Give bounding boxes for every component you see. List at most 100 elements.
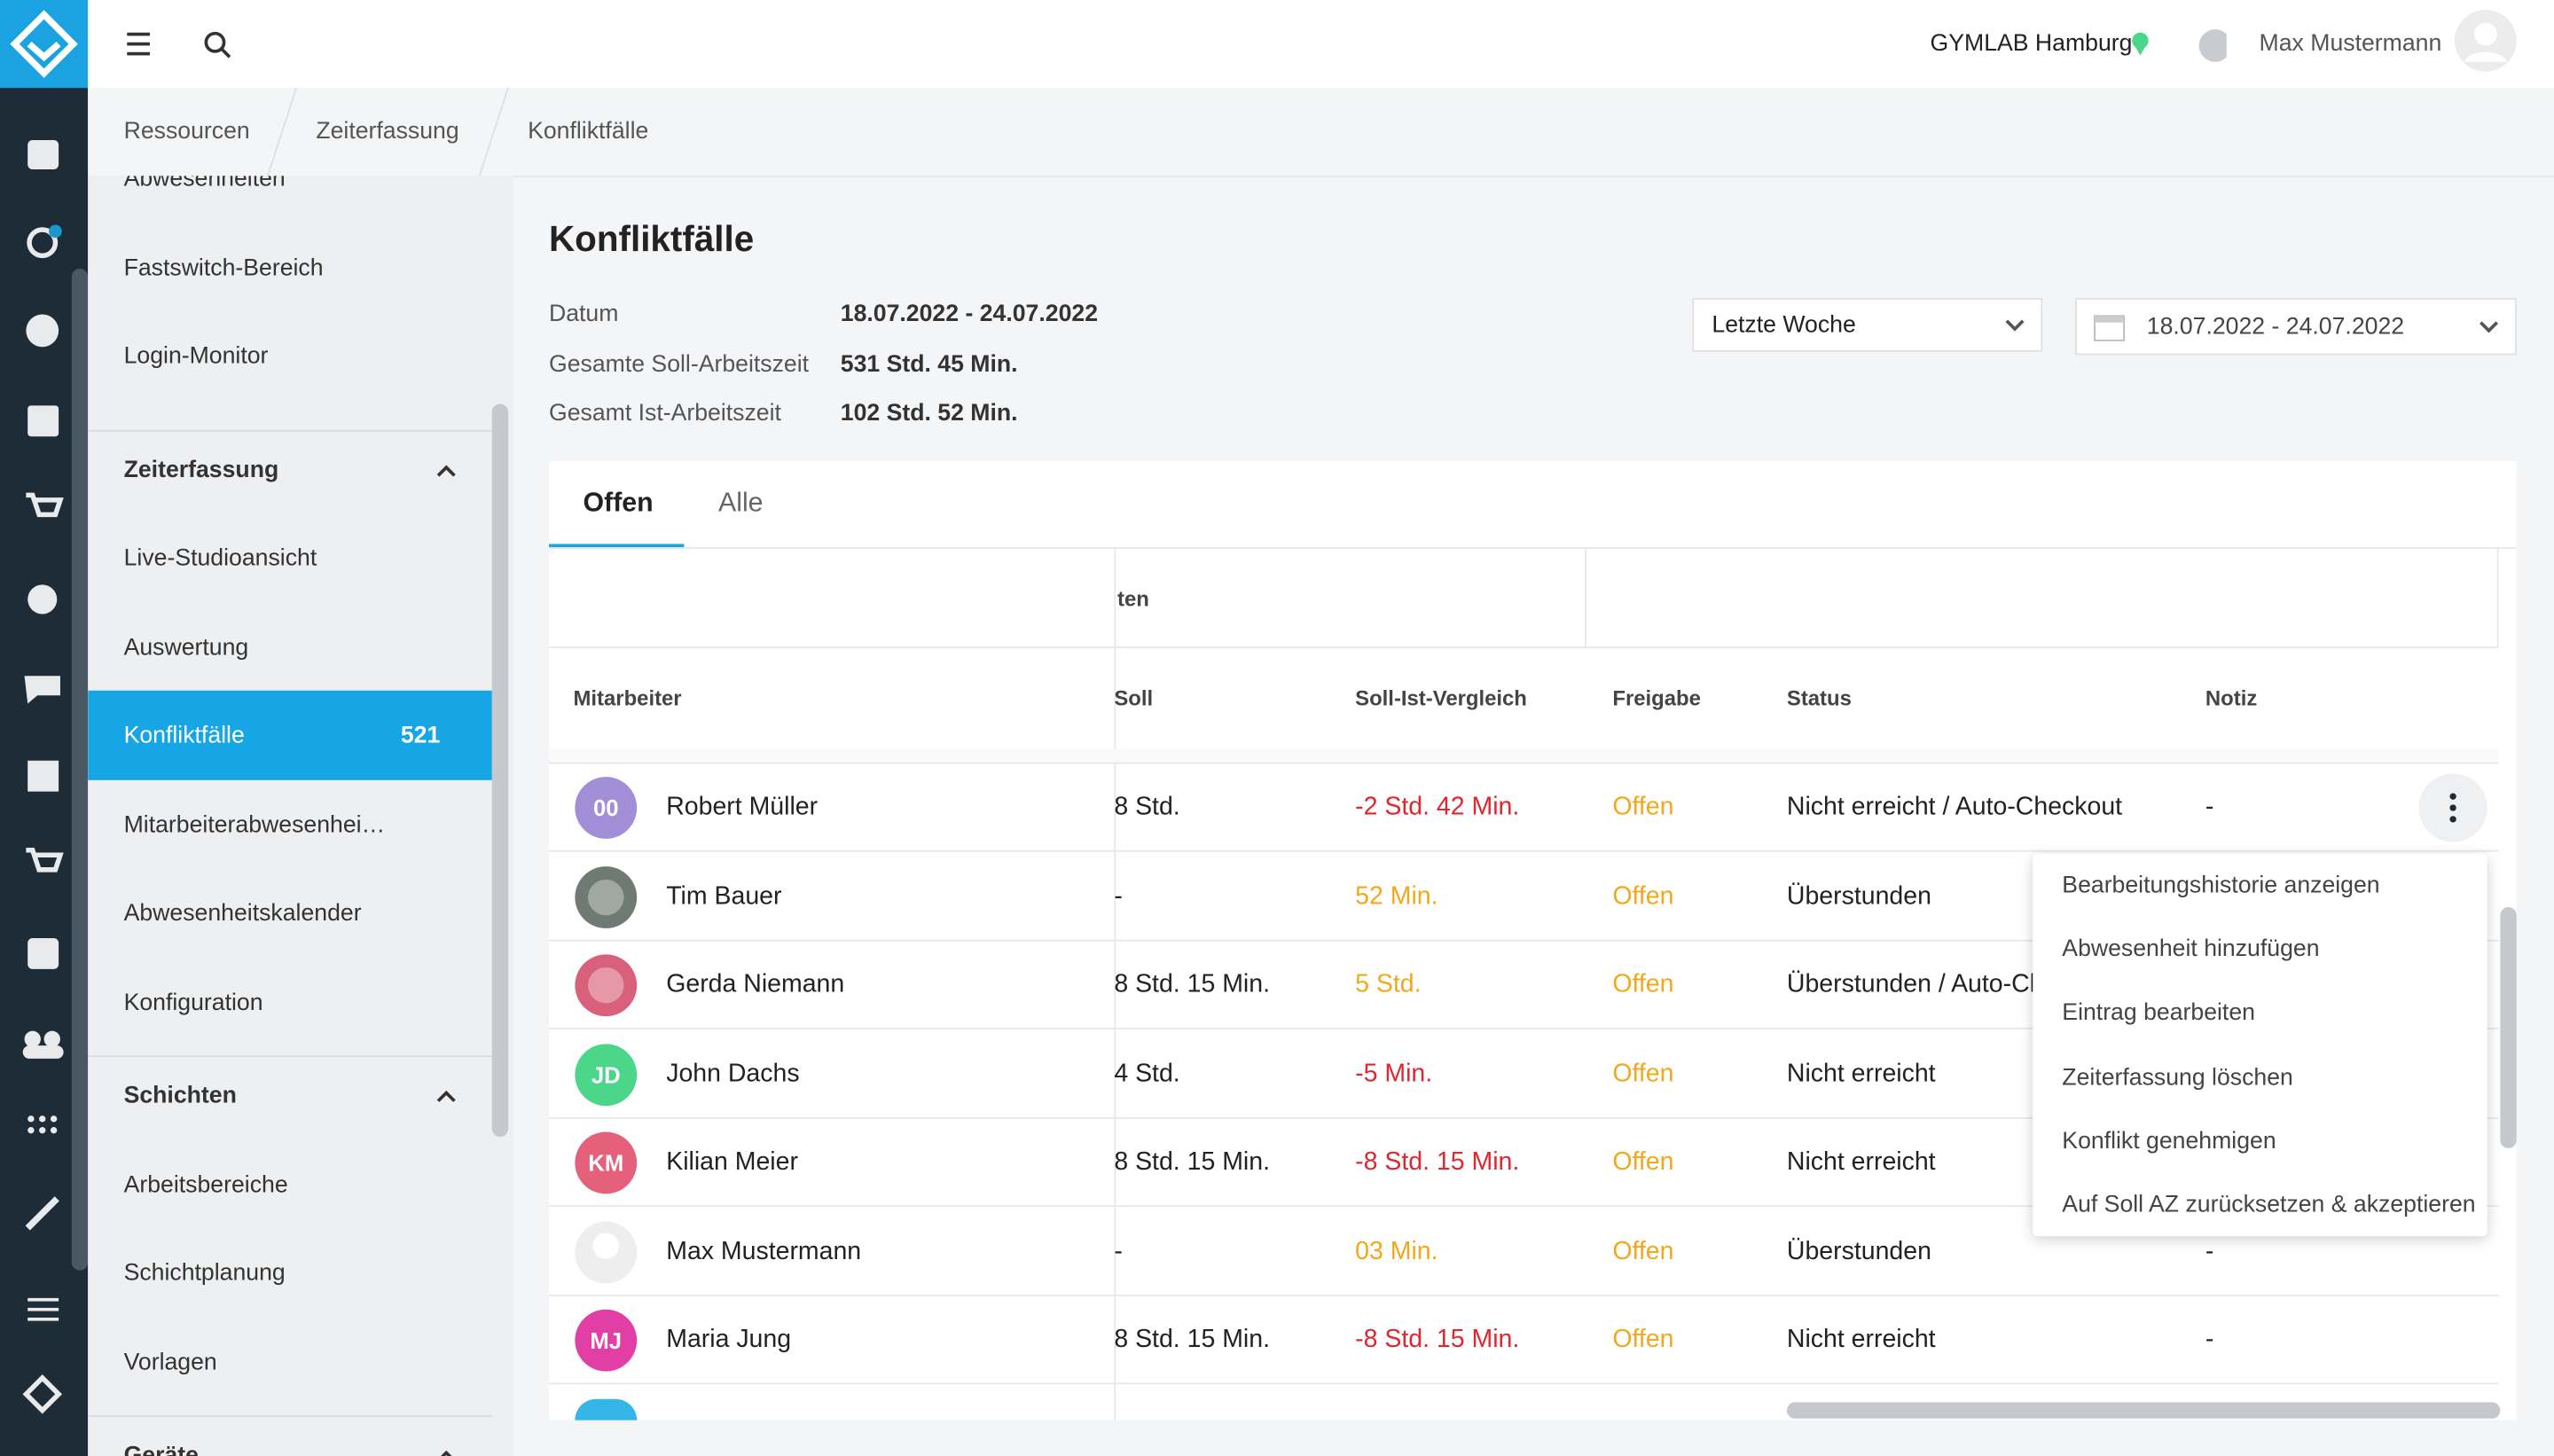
employee-name[interactable]: John Dachs [666, 1059, 800, 1088]
tab[interactable]: Offen [583, 489, 654, 519]
sidebar-item-label: Konfliktfälle [123, 723, 245, 749]
column-header: Freigabe [1612, 685, 1701, 710]
sidebar-section[interactable]: Zeiterfassung [123, 457, 279, 483]
sidebar-item[interactable]: Arbeitsbereiche [123, 1171, 288, 1198]
employee-name[interactable]: Tim Bauer [666, 881, 782, 910]
kebab-dot [2449, 816, 2456, 823]
user-name[interactable]: Max Mustermann [2259, 30, 2442, 58]
menu-item[interactable]: Konflikt genehmigen [2062, 1128, 2276, 1155]
breadcrumb[interactable]: Konfliktfälle [528, 119, 649, 145]
avatar: JD [575, 1043, 638, 1106]
v-scrollbar[interactable] [2500, 907, 2517, 1148]
employee-name[interactable]: Kilian Meier [666, 1147, 798, 1177]
tab[interactable]: Alle [717, 489, 764, 519]
employee-name[interactable]: Gerda Niemann [666, 970, 845, 998]
sidebar-item[interactable]: Mitarbeiterabwesenhei… [123, 811, 386, 838]
column-header: Status [1786, 685, 1852, 710]
freigabe: Offen [1612, 793, 1674, 821]
status: Nicht erreicht / Auto-Checkout [1786, 793, 2123, 821]
menu-item[interactable]: Abwesenheit hinzufügen [2062, 936, 2320, 963]
collapse-chevron[interactable] [435, 1448, 458, 1456]
top-icons [127, 31, 231, 59]
date-range-value: 18.07.2022 - 24.07.2022 [2146, 314, 2405, 341]
soll-ist-diff: -8 Std. 15 Min. [1355, 1326, 1520, 1354]
row-divider [548, 1027, 2499, 1029]
top-bar: GYMLAB Hamburg Max Mustermann [88, 0, 2554, 89]
period-select[interactable]: Letzte Woche [1692, 298, 2043, 352]
status: Überstunden [1786, 881, 1931, 910]
collapse-chevron[interactable] [435, 1088, 458, 1104]
soll: 4 Std. [1114, 1059, 1180, 1088]
menu-item[interactable]: Zeiterfassung löschen [2062, 1064, 2293, 1091]
rail-icons [22, 139, 89, 1414]
column-header: Notiz [2205, 685, 2258, 710]
freigabe: Offen [1612, 1147, 1674, 1177]
status: Nicht erreicht [1786, 1059, 1936, 1088]
chevron [2005, 319, 2025, 332]
period-value: Letzte Woche [1712, 312, 1856, 340]
avatar [575, 865, 638, 928]
soll: 8 Std. [1114, 793, 1180, 821]
soll-ist-diff: -5 Min. [1355, 1059, 1433, 1088]
sidebar-item[interactable]: Schichtplanung [123, 1260, 286, 1288]
sidebar-divider [88, 1415, 492, 1417]
collapse-chevron[interactable] [435, 462, 458, 478]
employee-name[interactable]: Robert Müller [666, 793, 819, 821]
sidebar-item[interactable]: Auswertung [123, 634, 249, 661]
location[interactable]: GYMLAB Hamburg [1930, 30, 2133, 58]
breadcrumb-separator [476, 88, 509, 183]
soll: 8 Std. 15 Min. [1114, 1326, 1270, 1354]
group-header-cell [548, 548, 2499, 649]
status: Nicht erreicht [1786, 1326, 1936, 1354]
user-avatar[interactable] [2453, 8, 2518, 73]
sidebar-scrollbar[interactable] [491, 403, 509, 1138]
breadcrumb[interactable]: Ressourcen [123, 119, 250, 145]
sidebar-item[interactable]: Abwesenheitskalender [123, 900, 362, 928]
sidebar-item[interactable]: Login-Monitor [123, 343, 269, 370]
row-divider [548, 938, 2499, 941]
breadcrumbs: Ressourcen Zeiterfassung Konfliktfälle [88, 88, 2554, 183]
soll-ist-diff: 5 Std. [1355, 970, 1422, 998]
sidebar-item[interactable]: Abwesenheiten [123, 176, 286, 192]
sidebar-item-active[interactable]: Konfliktfälle 521 [88, 690, 492, 780]
summary-value: 531 Std. 45 Min. [840, 350, 1018, 378]
column-header: Mitarbeiter [573, 685, 682, 710]
row-divider [548, 849, 2499, 852]
status: Nicht erreicht [1786, 1147, 1936, 1177]
menu-item[interactable]: Bearbeitungshistorie anzeigen [2062, 873, 2380, 899]
menu-item[interactable]: Eintrag bearbeiten [2062, 1000, 2255, 1027]
employee-name[interactable]: Maria Jung [666, 1326, 792, 1354]
row-divider [548, 1205, 2499, 1208]
tab-divider [548, 547, 2517, 549]
date-range-picker[interactable]: 18.07.2022 - 24.07.2022 [2074, 298, 2517, 356]
h-scrollbar[interactable] [1786, 1402, 2501, 1419]
status: Überstunden / Auto-Ch [1786, 970, 2044, 998]
logo[interactable] [0, 0, 89, 89]
avatar [575, 954, 638, 1017]
breadcrumb[interactable]: Zeiterfassung [316, 119, 459, 145]
kebab-dot [2449, 793, 2456, 800]
soll-ist-diff: -2 Std. 42 Min. [1355, 793, 1520, 821]
row-divider [548, 1382, 2499, 1385]
sidebar-divider [88, 428, 492, 431]
sidebar-item[interactable]: Live-Studioansicht [123, 545, 317, 572]
avatar-initials: MJ [590, 1327, 623, 1354]
avatar: MJ [575, 1309, 638, 1372]
menu-item[interactable]: Auf Soll AZ zurücksetzen & akzeptieren [2062, 1192, 2476, 1218]
soll: 8 Std. 15 Min. [1114, 1147, 1270, 1177]
soll-ist-diff: -8 Std. 15 Min. [1355, 1147, 1520, 1177]
row-actions[interactable] [2418, 773, 2487, 842]
avatar-photo [588, 967, 624, 1004]
soll-ist-diff: 03 Min. [1355, 1236, 1438, 1265]
sidebar-section[interactable]: Geräte [124, 1443, 199, 1456]
sidebar-item[interactable]: Vorlagen [123, 1349, 217, 1376]
freigabe: Offen [1612, 881, 1674, 910]
soll: - [1114, 1236, 1123, 1265]
employee-name[interactable]: Max Mustermann [666, 1236, 862, 1265]
header-divider [548, 748, 2499, 764]
sidebar-item[interactable]: Konfiguration [123, 989, 263, 1016]
avatar-placeholder [592, 1232, 619, 1258]
avatar: 00 [575, 777, 638, 839]
sidebar-section[interactable]: Schichten [123, 1083, 237, 1109]
sidebar-item[interactable]: Fastswitch-Bereich [123, 254, 324, 281]
